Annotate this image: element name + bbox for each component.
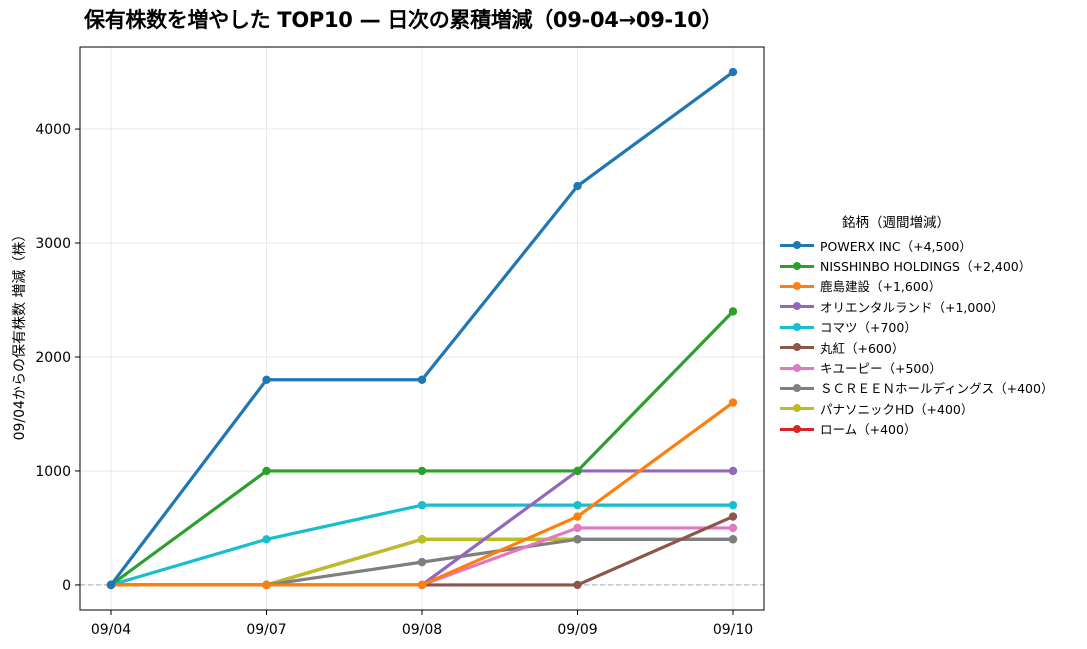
y-tick-label: 3000: [35, 236, 71, 252]
legend-swatch: [778, 383, 816, 393]
data-point: [417, 580, 427, 590]
legend-label: コマツ（+700）: [820, 320, 917, 336]
data-point: [573, 466, 582, 476]
data-point: [417, 500, 427, 510]
series-group: [106, 398, 738, 590]
data-point: [262, 375, 271, 384]
x-tick-label: 09/09: [557, 622, 597, 638]
y-tick-label: 2000: [35, 350, 71, 366]
data-point: [728, 535, 738, 544]
legend-label: 丸紅（+600）: [820, 340, 905, 356]
data-point: [573, 500, 582, 510]
legend-swatch-marker: [793, 363, 801, 372]
legend-label: 鹿島建設（+1,600）: [820, 279, 942, 295]
legend-label: ＳＣＲＥＥＮホールディングス（+400）: [820, 381, 1054, 397]
legend-swatch-marker: [793, 261, 801, 270]
legend-item: オリエンタルランド（+1,000）: [778, 296, 1078, 316]
legend-item: POWERX INC（+4,500）: [778, 235, 1078, 255]
legend-item: ローム（+400）: [778, 419, 1078, 439]
x-tick-label: 09/10: [713, 622, 753, 638]
series-group: [106, 307, 738, 590]
legend-label: オリエンタルランド（+1,000）: [820, 299, 1004, 315]
legend-label: パナソニックHD（+400）: [820, 401, 974, 417]
chart-title: 保有株数を増やした TOP10 — 日次の累積増減（09-04→09-10）: [84, 8, 723, 32]
legend: 銘柄（週間増減） POWERX INC（+4,500） NISSHINBO HOL…: [778, 211, 1078, 439]
legend-item: パナソニックHD（+400）: [778, 398, 1078, 418]
data-point: [573, 535, 582, 544]
legend-item: コマツ（+700）: [778, 317, 1078, 337]
legend-swatch: [778, 322, 816, 332]
x-tick-label: 09/08: [402, 622, 442, 638]
data-point: [728, 398, 738, 407]
legend-item: 鹿島建設（+1,600）: [778, 276, 1078, 296]
data-point: [262, 466, 271, 476]
data-point: [262, 535, 271, 544]
legend-swatch: [778, 403, 816, 413]
legend-swatch: [778, 342, 816, 352]
y-tick-label: 0: [62, 578, 71, 594]
legend-swatch: [778, 424, 816, 434]
legend-swatch-marker: [793, 383, 801, 392]
legend-item: 丸紅（+600）: [778, 337, 1078, 357]
legend-label: ローム（+400）: [820, 422, 917, 438]
legend-items: POWERX INC（+4,500） NISSHINBO HOLDINGS（+2,…: [778, 235, 1078, 439]
legend-item: NISSHINBO HOLDINGS（+2,400）: [778, 255, 1078, 275]
data-point: [262, 580, 271, 590]
series-lines: [106, 67, 738, 590]
data-point: [728, 307, 738, 316]
data-point: [573, 580, 582, 590]
legend-swatch-marker: [793, 404, 801, 413]
x-tick-label: 09/04: [91, 622, 131, 638]
x-tick-label: 09/07: [246, 622, 286, 638]
data-point: [728, 523, 738, 533]
legend-label: キユーピー（+500）: [820, 361, 942, 377]
legend-swatch: [778, 240, 816, 250]
legend-label: NISSHINBO HOLDINGS（+2,400）: [820, 259, 1032, 275]
legend-title: 銘柄（週間増減）: [842, 215, 950, 231]
data-point: [728, 500, 738, 510]
y-axis-label: 09/04からの保有株数 増減（株）: [11, 228, 28, 441]
data-point: [728, 512, 738, 521]
y-tick-label: 1000: [35, 464, 71, 480]
data-point: [573, 523, 582, 533]
legend-swatch-marker: [793, 241, 801, 250]
legend-label: POWERX INC（+4,500）: [820, 238, 972, 254]
legend-swatch-marker: [793, 281, 801, 290]
series-group: [106, 67, 738, 590]
data-point: [573, 181, 582, 191]
legend-swatch: [778, 301, 816, 311]
data-point: [417, 535, 427, 544]
legend-item: キユーピー（+500）: [778, 357, 1078, 377]
y-tick-label: 4000: [35, 122, 71, 138]
axis-ticks: 09/04 09/07 09/08 09/09 09/10 0 1000 2000 3000 40…: [35, 122, 753, 638]
legend-swatch: [778, 281, 816, 291]
legend-swatch-marker: [793, 424, 801, 433]
grid-lines: [80, 47, 764, 610]
legend-item: ＳＣＲＥＥＮホールディングス（+400）: [778, 378, 1078, 398]
data-point: [573, 512, 582, 521]
legend-swatch-marker: [793, 302, 801, 311]
data-point: [417, 466, 427, 476]
data-point: [728, 466, 738, 476]
data-point: [417, 375, 427, 384]
data-point: [728, 67, 738, 77]
data-point: [417, 557, 427, 567]
legend-swatch: [778, 363, 816, 373]
data-point: [106, 580, 116, 590]
legend-swatch: [778, 261, 816, 271]
legend-swatch-marker: [793, 343, 801, 352]
legend-swatch-marker: [793, 322, 801, 331]
